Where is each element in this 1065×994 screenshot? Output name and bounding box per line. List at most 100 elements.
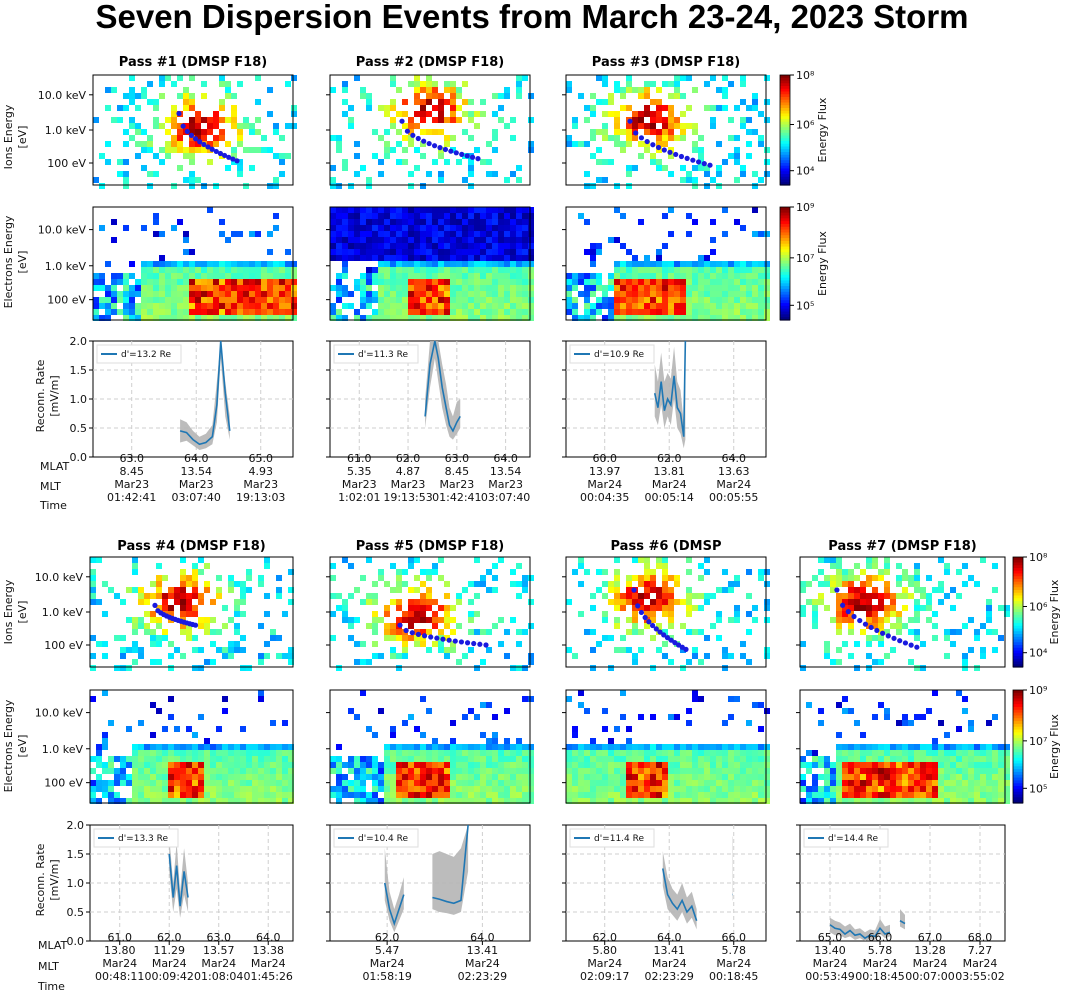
- electrons-colorbar-top-gradient-step: [780, 317, 790, 321]
- electron-flux-cell: [390, 774, 396, 780]
- electron-flux-cell: [474, 756, 480, 762]
- electron-flux-cell: [986, 750, 992, 756]
- electrons-colorbar-bottom-tick-label: 10⁷: [1029, 735, 1047, 748]
- date-tick-label: Mar23: [391, 478, 426, 491]
- electron-flux-cell: [291, 309, 297, 315]
- ion-flux-cell: [746, 569, 752, 575]
- electron-flux-cell: [662, 744, 668, 750]
- electron-flux-cell: [195, 303, 201, 309]
- ion-flux-cell: [590, 605, 596, 611]
- electron-flux-cell: [468, 315, 474, 321]
- ion-flux-cell: [168, 593, 174, 599]
- ion-flux-cell: [650, 599, 656, 605]
- electron-flux-cell: [896, 762, 902, 768]
- ion-flux-cell: [668, 171, 674, 177]
- ion-flux-cell: [264, 641, 270, 647]
- electron-flux-cell: [896, 744, 902, 750]
- electron-flux-cell: [432, 243, 438, 249]
- ion-flux-cell: [408, 183, 414, 189]
- electron-flux-cell: [848, 792, 854, 798]
- electron-flux-cell: [878, 798, 884, 804]
- electron-flux-cell: [444, 207, 450, 213]
- electron-flux-cell: [656, 744, 662, 750]
- dispersion-fit-point: [684, 155, 690, 161]
- electron-flux-cell: [270, 762, 276, 768]
- ion-flux-cell: [456, 599, 462, 605]
- electron-flux-cell: [366, 762, 372, 768]
- ion-flux-cell: [522, 629, 528, 635]
- electron-flux-cell: [462, 291, 468, 297]
- ion-flux-cell: [872, 623, 878, 629]
- electron-flux-cell: [752, 792, 758, 798]
- dispersion-fit-point: [657, 629, 663, 635]
- electron-flux-cell: [360, 756, 366, 762]
- electron-flux-cell: [644, 768, 650, 774]
- electron-flux-cell: [528, 279, 534, 285]
- ion-flux-cell: [656, 111, 662, 117]
- time-label-top: Time: [39, 499, 67, 512]
- electron-flux-cell: [348, 291, 354, 297]
- ion-flux-cell: [728, 135, 734, 141]
- electron-flux-cell: [572, 762, 578, 768]
- ion-flux-cell: [674, 93, 680, 99]
- ion-flux-cell: [273, 177, 279, 183]
- ions-colorbar-bottom-gradient-step: [1013, 557, 1023, 561]
- electron-flux-cell: [462, 213, 468, 219]
- recon-legend-box: [569, 828, 655, 848]
- electron-flux-cell: [420, 780, 426, 786]
- recon-ylabel-bottom-1: Reconn. Rate: [34, 843, 47, 916]
- electron-flux-cell: [710, 774, 716, 780]
- electrons-colorbar-top-frame: [779, 206, 791, 321]
- electron-flux-cell: [144, 780, 150, 786]
- ions-ylabel-top-2: [eV]: [16, 126, 29, 149]
- electron-flux-cell: [336, 744, 342, 750]
- electron-flux-cell: [608, 744, 614, 750]
- electron-flux-cell: [135, 309, 141, 315]
- electron-flux-cell: [764, 315, 770, 321]
- electron-flux-cell: [192, 792, 198, 798]
- electron-flux-cell: [746, 279, 752, 285]
- electron-flux-cell: [734, 297, 740, 303]
- electron-flux-cell: [656, 297, 662, 303]
- ion-flux-cell: [626, 105, 632, 111]
- ion-flux-cell: [192, 605, 198, 611]
- electron-flux-cell: [764, 303, 770, 309]
- mlat-tick-label: 61.0: [347, 452, 372, 465]
- ion-flux-cell: [378, 171, 384, 177]
- ion-flux-cell: [914, 665, 920, 671]
- electron-flux-cell: [962, 780, 968, 786]
- electrons-colorbar-bottom-gradient-step: [1013, 780, 1023, 784]
- ion-flux-cell: [920, 593, 926, 599]
- ion-flux-cell: [492, 623, 498, 629]
- electron-flux-cell: [740, 261, 746, 267]
- recon-error-band: [180, 341, 230, 451]
- electron-flux-cell: [213, 267, 219, 273]
- electron-flux-cell: [348, 219, 354, 225]
- ion-flux-cell: [644, 563, 650, 569]
- electron-flux-cell: [956, 726, 962, 732]
- ion-flux-cell: [986, 611, 992, 617]
- electron-flux-cell: [360, 219, 366, 225]
- ion-flux-cell: [426, 629, 432, 635]
- electron-flux-cell: [444, 792, 450, 798]
- mlt-tick-label: 13.54: [180, 465, 212, 478]
- electron-flux-cell: [111, 291, 117, 297]
- time-tick-label: 01:42:41: [107, 491, 156, 504]
- ion-flux-cell: [90, 665, 96, 671]
- electron-flux-cell: [528, 291, 534, 297]
- electron-flux-cell: [668, 798, 674, 804]
- electron-flux-cell: [644, 798, 650, 804]
- electron-flux-cell: [336, 225, 342, 231]
- time-tick-label: 00:05:14: [645, 491, 694, 504]
- electron-flux-cell: [336, 297, 342, 303]
- electron-flux-cell: [396, 762, 402, 768]
- electron-flux-cell: [698, 267, 704, 273]
- electron-flux-cell: [468, 231, 474, 237]
- ion-flux-cell: [162, 575, 168, 581]
- electron-flux-cell: [267, 249, 273, 255]
- ion-flux-cell: [114, 635, 120, 641]
- electron-flux-cell: [722, 291, 728, 297]
- electron-flux-cell: [596, 279, 602, 285]
- ion-flux-cell: [342, 165, 348, 171]
- electron-flux-cell: [420, 267, 426, 273]
